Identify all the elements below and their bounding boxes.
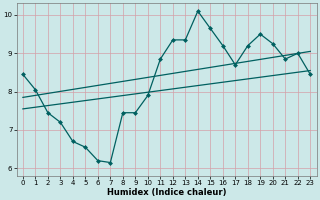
X-axis label: Humidex (Indice chaleur): Humidex (Indice chaleur) — [107, 188, 226, 197]
